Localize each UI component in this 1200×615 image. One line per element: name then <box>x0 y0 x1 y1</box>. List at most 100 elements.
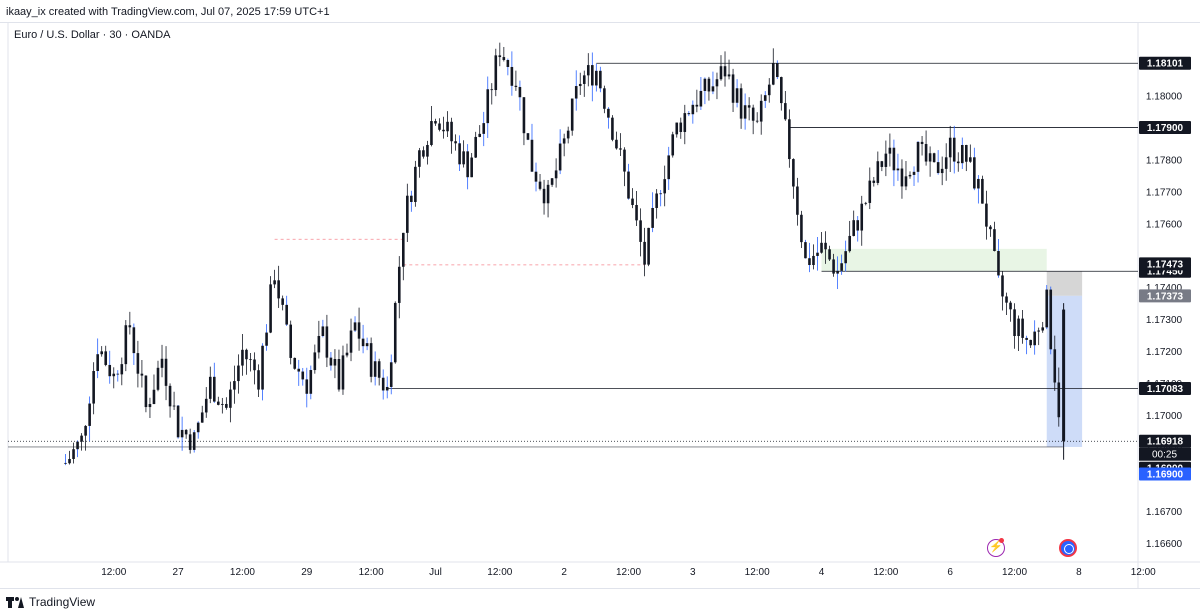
candle-body <box>611 117 614 140</box>
price-label: 1.17373 <box>1147 291 1184 302</box>
bottom-bar: TradingView <box>0 588 1200 615</box>
candle-body <box>940 168 944 174</box>
candle-body <box>944 157 948 169</box>
candle-body <box>518 86 522 98</box>
candles <box>64 42 1066 466</box>
candle-body <box>973 157 976 189</box>
candle-body <box>522 97 526 134</box>
candle-body <box>599 70 602 89</box>
lightning-icon[interactable]: ⚡ <box>987 539 1005 557</box>
candle-body <box>683 113 687 132</box>
candle-body <box>615 139 618 149</box>
price-label: 1.17450 <box>1147 267 1184 278</box>
candle-body <box>800 214 803 243</box>
candle-body <box>864 202 868 204</box>
candle-body <box>478 133 482 137</box>
price-chart[interactable]: 1.181001.180001.179001.178001.177001.176… <box>0 0 1200 588</box>
candle-body <box>997 251 1000 276</box>
candle-body <box>965 144 968 162</box>
candle-body <box>277 280 280 299</box>
candle-body <box>703 78 707 91</box>
x-tick-label: 12:00 <box>230 567 255 578</box>
candle-body <box>269 284 272 333</box>
candle-body <box>719 66 723 80</box>
candle-body <box>204 398 208 413</box>
candle-body <box>393 302 397 363</box>
candle-body <box>454 141 457 144</box>
candle-body <box>1053 349 1057 383</box>
candle-body <box>784 103 787 120</box>
candle-body <box>904 176 908 187</box>
candle-body <box>88 403 91 426</box>
candle-body <box>792 159 795 187</box>
candle-body <box>820 242 823 253</box>
y-tick-label: 1.17800 <box>1146 155 1183 166</box>
candle-body <box>932 153 936 163</box>
candle-body <box>679 122 683 132</box>
price-label-bg <box>1139 289 1191 303</box>
candle-body <box>241 349 244 366</box>
candle-body <box>735 88 739 103</box>
candle-body <box>743 105 747 119</box>
target-icon[interactable] <box>1059 539 1077 557</box>
tradingview-brand[interactable]: TradingView <box>6 595 95 609</box>
candle-body <box>96 354 99 372</box>
y-tick-label: 1.17400 <box>1146 283 1183 294</box>
candle-body <box>349 330 353 353</box>
candle-body <box>639 220 642 242</box>
candle-body <box>828 249 831 260</box>
candle-body <box>1033 331 1036 346</box>
candle-body <box>1025 337 1028 340</box>
candle-body <box>132 327 136 354</box>
candle-body <box>631 198 634 205</box>
candle-body <box>860 203 864 231</box>
candle-body <box>763 95 767 101</box>
candle-body <box>466 151 469 178</box>
candle-body <box>985 203 988 227</box>
candle-body <box>341 355 345 390</box>
candle-body <box>253 359 256 371</box>
candle-body <box>180 429 184 438</box>
candle-body <box>297 368 301 372</box>
candle-body <box>365 343 369 347</box>
candle-body <box>281 298 284 305</box>
candle-body <box>775 63 779 78</box>
price-label: 1.17473 <box>1147 259 1184 270</box>
candle-body <box>510 66 514 86</box>
candle-body <box>397 266 401 303</box>
candle-body <box>446 121 449 132</box>
price-label: 1.16918 <box>1147 437 1184 448</box>
candle-body <box>414 166 417 202</box>
candle-body <box>84 425 87 436</box>
candle-body <box>442 129 445 132</box>
symbol-title[interactable]: Euro / U.S. Dollar · 30 · OANDA <box>14 29 171 41</box>
x-tick-label: 12:00 <box>487 567 512 578</box>
countdown-bg <box>1139 447 1191 461</box>
countdown-label: 00:25 <box>1152 450 1177 461</box>
candle-body <box>780 77 783 104</box>
chart-credit: ikaay_ix created with TradingView.com, J… <box>6 6 330 18</box>
candle-body <box>389 362 393 387</box>
candle-body <box>76 441 79 450</box>
price-label-bg <box>1139 467 1191 481</box>
candle-body <box>788 119 791 160</box>
y-tick-label: 1.17200 <box>1146 347 1183 358</box>
candle-body <box>948 137 952 158</box>
candle-body <box>578 83 582 87</box>
x-tick-label: 12:00 <box>359 567 384 578</box>
candle-body <box>570 98 574 131</box>
candle-body <box>771 63 775 85</box>
candle-body <box>727 74 731 77</box>
candle-body <box>470 157 473 178</box>
candle-body <box>64 462 67 464</box>
price-label: 1.18101 <box>1147 59 1184 70</box>
candle-body <box>148 404 152 408</box>
candle-body <box>430 121 433 145</box>
candle-body <box>486 89 490 124</box>
x-tick-label: 6 <box>947 567 953 578</box>
candle-body <box>675 122 679 135</box>
candle-body <box>450 121 453 142</box>
candle-body <box>868 180 872 203</box>
candle-body <box>751 107 755 121</box>
